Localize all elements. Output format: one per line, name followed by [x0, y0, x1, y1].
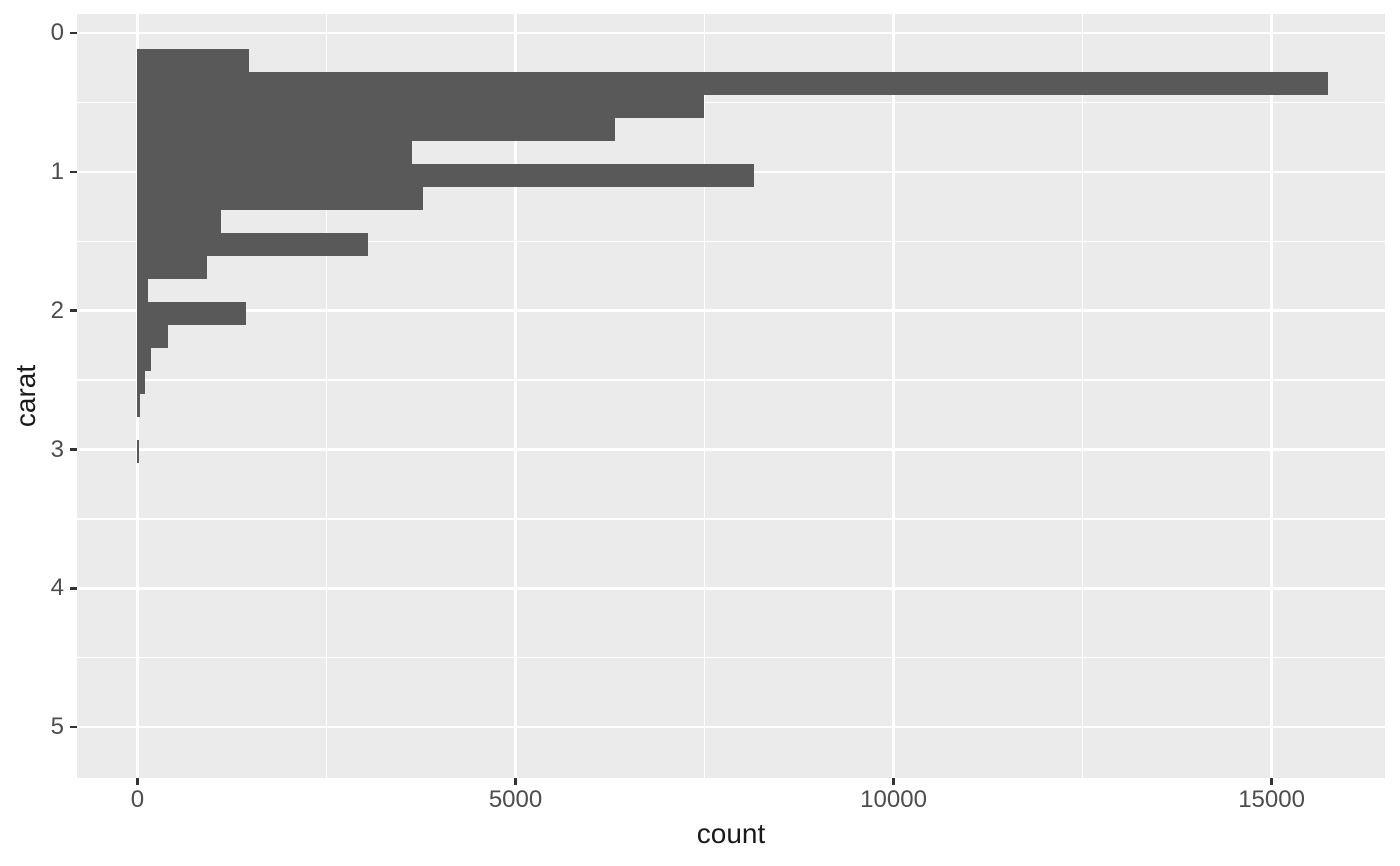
x-tick-label: 0 — [130, 786, 145, 813]
histogram-bar — [137, 118, 616, 142]
y-major-gridline — [77, 448, 1385, 451]
y-major-gridline — [77, 309, 1385, 312]
histogram-bar — [137, 371, 146, 395]
x-axis-title: count — [696, 818, 766, 849]
y-tick-mark — [70, 587, 77, 590]
x-tick-mark — [1270, 778, 1273, 785]
y-minor-gridline — [77, 518, 1385, 520]
histogram-bar — [137, 440, 140, 464]
x-minor-gridline — [703, 14, 706, 778]
histogram-bar — [137, 279, 149, 303]
x-tick-mark — [892, 778, 895, 785]
x-tick-label: 15000 — [1238, 786, 1305, 813]
y-major-gridline — [77, 725, 1385, 729]
y-tick-mark — [70, 309, 77, 312]
histogram-bar — [137, 164, 755, 188]
y-major-gridline — [77, 31, 1385, 35]
y-tick-mark — [70, 725, 77, 729]
histogram-bar — [137, 348, 152, 372]
x-minor-gridline — [325, 14, 328, 778]
x-tick-mark — [514, 778, 517, 785]
y-tick-mark — [70, 448, 77, 451]
y-minor-gridline — [77, 240, 1385, 242]
y-minor-gridline — [77, 657, 1385, 659]
y-tick-label: 5 — [50, 713, 64, 741]
y-tick-mark — [70, 170, 77, 174]
x-minor-gridline — [1081, 14, 1084, 778]
histogram-bar — [137, 325, 169, 349]
x-tick-label: 5000 — [488, 786, 543, 813]
histogram-bar — [137, 187, 424, 211]
y-tick-label: 1 — [50, 157, 64, 185]
y-tick-label: 4 — [50, 574, 64, 602]
y-minor-gridline — [77, 379, 1385, 381]
x-major-gridline — [892, 14, 895, 778]
y-minor-gridline — [77, 101, 1385, 104]
y-tick-mark — [70, 31, 77, 35]
x-tick-mark — [136, 778, 139, 785]
histogram-bar — [137, 256, 208, 280]
histogram-bar — [137, 72, 1328, 96]
histogram-bar — [137, 394, 141, 418]
y-major-gridline — [77, 587, 1385, 590]
histogram-bar — [137, 302, 246, 326]
y-axis-title: carat — [10, 364, 41, 428]
histogram-bar — [137, 95, 704, 119]
x-major-gridline — [514, 14, 517, 778]
histogram-bar — [137, 49, 249, 73]
y-tick-label: 2 — [50, 296, 64, 324]
histogram-bar — [137, 141, 412, 165]
y-tick-label: 0 — [50, 19, 64, 47]
x-tick-label: 10000 — [860, 786, 927, 813]
histogram-bar — [137, 233, 369, 257]
x-major-gridline — [1270, 14, 1273, 778]
histogram-bar — [137, 210, 221, 234]
y-tick-label: 3 — [50, 435, 64, 463]
